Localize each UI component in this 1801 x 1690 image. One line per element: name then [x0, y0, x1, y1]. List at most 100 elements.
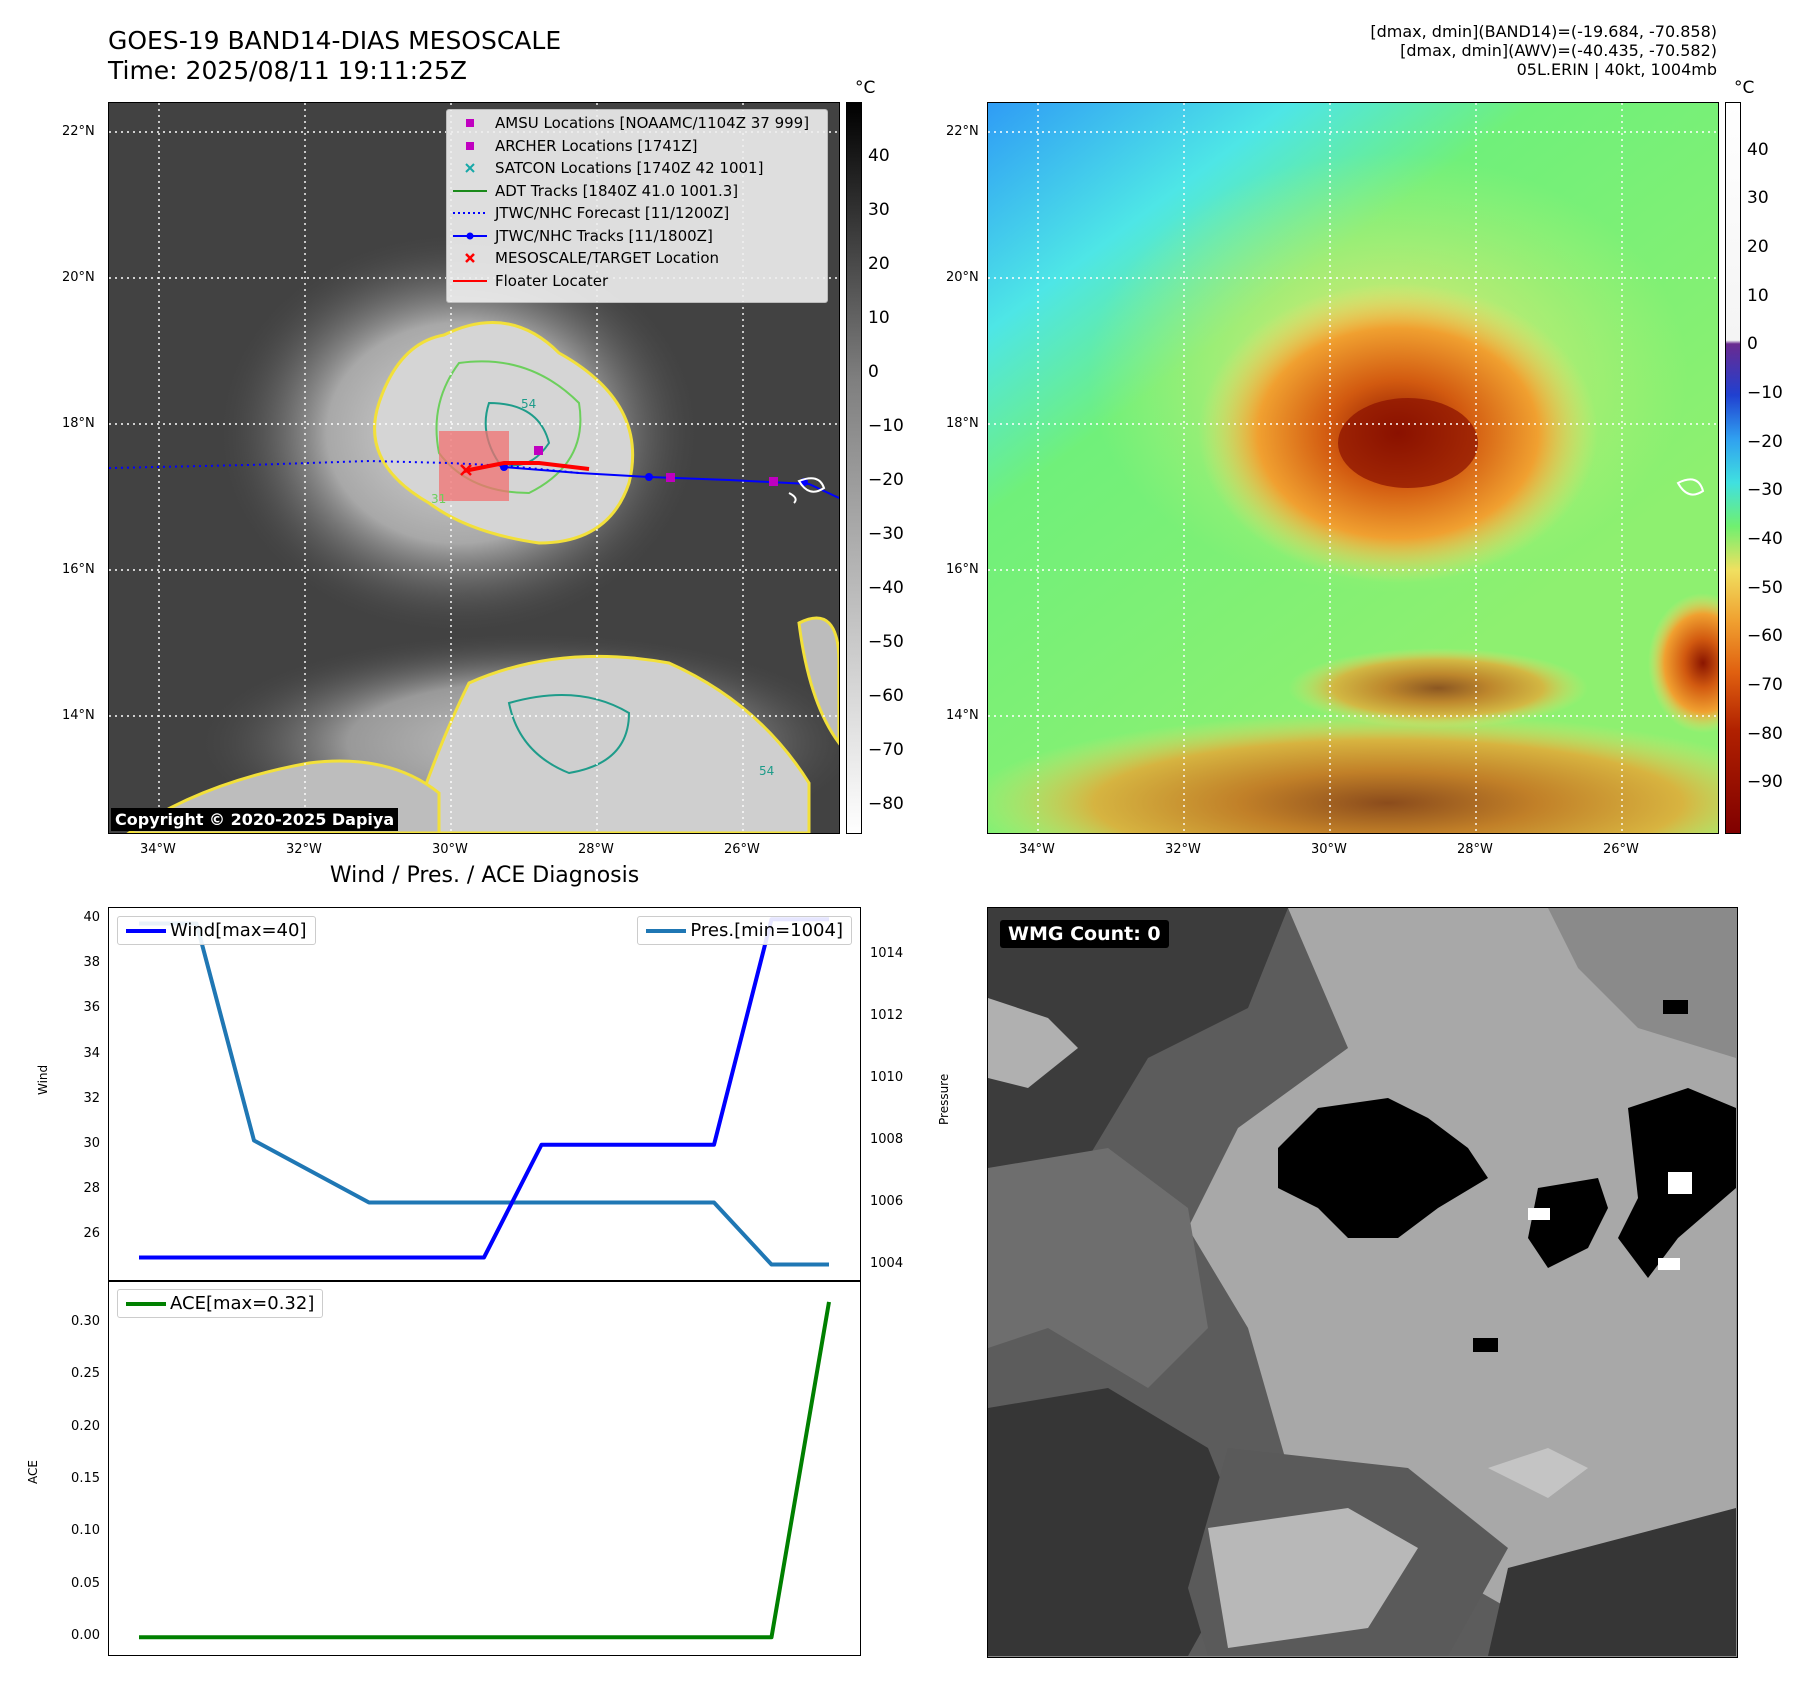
diagnosis-title: Wind / Pres. / ACE Diagnosis [329, 863, 640, 888]
best-track [503, 466, 839, 499]
wv-lat-tick: 18°N [946, 416, 979, 431]
info-band14: [dmax, dmin](BAND14)=(-19.684, -70.858) [1370, 22, 1717, 41]
green-line-icon [453, 189, 487, 192]
pressure-tick-label: 1012 [870, 1007, 904, 1023]
wv-lon-tick: 30°W [1311, 842, 1347, 857]
ace-plot: ACE[max=0.32] [108, 1280, 861, 1656]
pressure-legend-swatch [646, 928, 687, 933]
legend-item-tracks: JTWC/NHC Tracks [11/1800Z] [447, 225, 827, 248]
wind-tick-label: 36 [83, 1000, 100, 1016]
wind-axis-ticks: 26 28 30 32 34 36 38 40 [40, 907, 100, 1282]
copyright-badge: Copyright © 2020-2025 Dapiya [111, 808, 399, 831]
ir-lon-tick: 28°W [578, 842, 614, 857]
ir-colorbar-ticks: 40 30 20 10 0 −10 −20 −30 −40 −50 −60 −7… [868, 146, 904, 814]
wind-tick-label: 28 [83, 1180, 100, 1196]
pressure-tick-label: 1006 [870, 1193, 904, 1209]
ir-lon-tick: 26°W [724, 842, 760, 857]
legend-item-amsu: AMSU Locations [NOAAMC/1104Z 37 999] [447, 112, 827, 135]
wv-lon-tick: 32°W [1165, 842, 1201, 857]
wmg-black-blob-1 [1278, 1098, 1488, 1238]
wv-colorbar-unit: °C [1734, 78, 1755, 98]
ace-svg [139, 1301, 831, 1640]
magenta-square-marker-icon [466, 141, 474, 150]
red-x-marker-icon [465, 253, 475, 264]
ir-colorbar [846, 102, 862, 834]
wind-series-line [139, 917, 829, 1260]
ir-lon-tick: 32°W [286, 842, 322, 857]
wind-tick-label: 30 [83, 1135, 100, 1151]
wmg-count-badge: WMG Count: 0 [1000, 920, 1169, 948]
ir-colorbar-unit: °C [855, 78, 876, 98]
wind-tick-label: 38 [83, 955, 100, 971]
blue-dotted-line-icon [453, 212, 487, 215]
ir-lat-tick: 14°N [62, 708, 95, 723]
ir-lon-tick: 30°W [432, 842, 468, 857]
legend-item-archer: ARCHER Locations [1741Z] [447, 135, 827, 158]
ace-tick-label: 0.05 [71, 1575, 100, 1591]
ace-tick-label: 0.30 [71, 1313, 100, 1329]
forecast-track [109, 459, 580, 474]
wmg-panel: WMG Count: 0 [987, 907, 1738, 1658]
wv-lon-tick: 34°W [1019, 842, 1055, 857]
ir-lon-tick: 34°W [140, 842, 176, 857]
ace-tick-label: 0.20 [71, 1418, 100, 1434]
wmg-image [988, 908, 1736, 1656]
wind-tick-label: 32 [83, 1090, 100, 1106]
wind-legend-swatch [126, 928, 166, 933]
ir-lat-tick: 18°N [62, 416, 95, 431]
figure-time: Time: 2025/08/11 19:11:25Z [108, 56, 467, 85]
teal-x-marker-icon [465, 163, 475, 173]
wind-tick-label: 40 [83, 910, 100, 926]
contour-label-3: 54 [759, 764, 774, 778]
legend-item-forecast: JTWC/NHC Forecast [11/1200Z] [447, 202, 827, 225]
pressure-tick-label: 1008 [870, 1131, 904, 1147]
floater-locater-line [463, 461, 590, 473]
wmg-black-blob-2 [1528, 1178, 1608, 1268]
ir-legend: AMSU Locations [NOAAMC/1104Z 37 999] ARC… [446, 109, 828, 303]
legend-item-floater: Floater Locater [447, 270, 827, 293]
pressure-tick-label: 1014 [870, 945, 904, 961]
pressure-axis-ticks: 1004 1006 1008 1010 1012 1014 [870, 907, 930, 1282]
wind-legend: Wind[max=40] [117, 916, 316, 945]
magenta-square-marker-icon [466, 119, 474, 128]
pressure-tick-label: 1004 [870, 1255, 904, 1271]
wv-map-image [988, 103, 1718, 833]
legend-item-adt: ADT Tracks [1840Z 41.0 1001.3] [447, 180, 827, 203]
wv-lon-tick: 28°W [1457, 842, 1493, 857]
ace-tick-label: 0.25 [71, 1366, 100, 1382]
ace-legend: ACE[max=0.32] [117, 1289, 324, 1318]
target-x-marker [460, 464, 472, 476]
legend-item-target: MESOSCALE/TARGET Location [447, 247, 827, 270]
wv-gridlines [988, 103, 1718, 833]
ace-tick-label: 0.15 [71, 1471, 100, 1487]
wv-colorbar [1725, 102, 1741, 834]
wind-tick-label: 26 [83, 1225, 100, 1241]
figure-info: [dmax, dmin](BAND14)=(-19.684, -70.858) … [1370, 22, 1717, 79]
ace-tick-label: 0.10 [71, 1523, 100, 1539]
contour-label-1: 54 [521, 397, 536, 411]
wv-lat-tick: 14°N [946, 708, 979, 723]
ace-tick-label: 0.00 [71, 1628, 100, 1644]
pressure-tick-label: 1010 [870, 1069, 904, 1085]
pressure-axis-label: Pressure [937, 1073, 951, 1125]
ace-legend-swatch [126, 1301, 166, 1306]
pressure-legend: Pres.[min=1004] [637, 916, 852, 945]
amsu-markers [534, 446, 778, 486]
wv-colorbar-ticks: 40 30 20 10 0 −10 −20 −30 −40 −50 −60 −7… [1747, 140, 1783, 792]
ace-series-line [139, 1301, 831, 1640]
ir-lat-tick: 16°N [62, 562, 95, 577]
wv-lon-tick: 26°W [1603, 842, 1639, 857]
figure-title: GOES-19 BAND14-DIAS MESOSCALE [108, 26, 562, 55]
wind-tick-label: 34 [83, 1045, 100, 1061]
info-storm: 05L.ERIN | 40kt, 1004mb [1516, 60, 1717, 79]
ir-map-panel: 54 31 54 AMSU Locations [NOAAMC/1104Z 37… [108, 102, 840, 834]
red-line-icon [453, 279, 487, 282]
ace-axis-ticks: 0.00 0.05 0.10 0.15 0.20 0.25 0.30 [30, 1280, 100, 1656]
ir-lat-tick: 20°N [62, 270, 95, 285]
info-awv: [dmax, dmin](AWV)=(-40.435, -70.582) [1400, 41, 1717, 60]
pressure-series-line [139, 921, 829, 1267]
wv-lat-tick: 20°N [946, 270, 979, 285]
ir-lat-tick: 22°N [62, 124, 95, 139]
contour-label-2: 31 [431, 492, 446, 506]
wind-pressure-svg [139, 917, 829, 1267]
